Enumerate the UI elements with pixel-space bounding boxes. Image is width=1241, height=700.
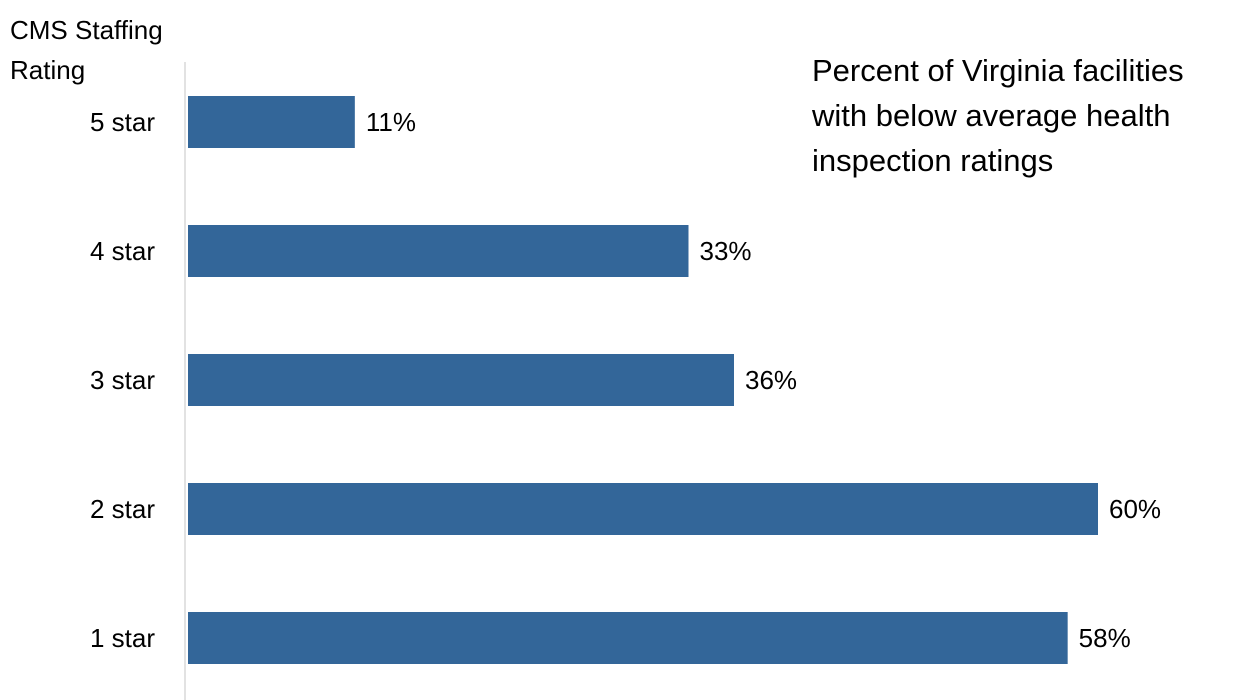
category-label: 5 star: [90, 107, 155, 137]
category-label: 4 star: [90, 236, 155, 266]
bar-2-star: [188, 483, 1098, 535]
bar-1-star: [188, 612, 1068, 664]
data-label: 58%: [1079, 623, 1131, 653]
data-label: 60%: [1109, 494, 1161, 524]
bar-4-star: [188, 225, 689, 277]
data-label: 11%: [366, 107, 416, 137]
bar-5-star: [188, 96, 355, 148]
chart-title: Percent of Virginia facilities with belo…: [812, 53, 1184, 178]
data-label: 33%: [700, 236, 752, 266]
data-label: 36%: [745, 365, 797, 395]
category-label: 2 star: [90, 494, 155, 524]
category-label: 3 star: [90, 365, 155, 395]
category-label: 1 star: [90, 623, 155, 653]
y-axis-title: CMS Staffing Rating: [10, 15, 163, 85]
bar-3-star: [188, 354, 734, 406]
